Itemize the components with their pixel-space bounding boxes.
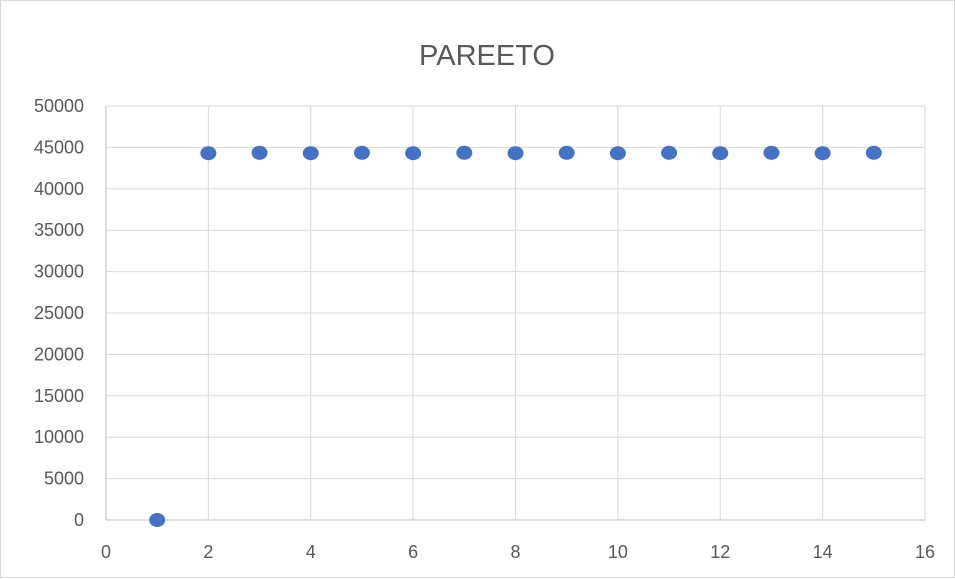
x-tick-label: 8: [510, 542, 520, 562]
data-point: [149, 513, 166, 527]
chart-title: PAREETO: [419, 40, 555, 72]
data-point: [456, 145, 473, 160]
data-point: [405, 146, 422, 161]
data-point: [661, 145, 678, 160]
data-point: [865, 145, 882, 160]
gridlines: [105, 105, 926, 521]
y-tick-label: 0: [74, 510, 84, 530]
y-tick-label: 30000: [34, 262, 84, 282]
y-tick-label: 10000: [34, 427, 84, 447]
x-tick-label: 10: [608, 542, 628, 562]
y-tick-label: 45000: [34, 137, 84, 157]
x-tick-label: 6: [408, 542, 418, 562]
data-point: [507, 146, 524, 161]
data-point: [814, 146, 831, 161]
data-point: [353, 145, 370, 160]
data-point: [609, 146, 626, 161]
x-tick-label: 4: [306, 542, 316, 562]
data-point: [302, 146, 319, 161]
x-tick-label: 0: [101, 542, 111, 562]
data-point: [200, 146, 217, 161]
x-tick-label: 16: [915, 542, 935, 562]
y-tick-label: 25000: [34, 303, 84, 323]
x-tick-label: 2: [203, 542, 213, 562]
y-tick-label: 20000: [34, 344, 84, 364]
y-axis-ticks: 0 5000 10000 15000 20000 25000 30000 35000 40000…: [34, 96, 84, 530]
data-point: [251, 145, 268, 160]
data-point: [712, 146, 729, 161]
y-tick-label: 50000: [34, 96, 84, 116]
y-tick-label: 5000: [44, 469, 84, 489]
data-points: [149, 145, 882, 527]
y-tick-label: 40000: [34, 179, 84, 199]
data-point: [763, 145, 780, 160]
x-tick-label: 14: [813, 542, 833, 562]
y-tick-label: 15000: [34, 386, 84, 406]
x-tick-label: 12: [710, 542, 730, 562]
x-axis-ticks: 0 2 4 6 8 10 12 14 16: [101, 542, 935, 562]
data-point: [558, 145, 575, 160]
y-tick-label: 35000: [34, 220, 84, 240]
